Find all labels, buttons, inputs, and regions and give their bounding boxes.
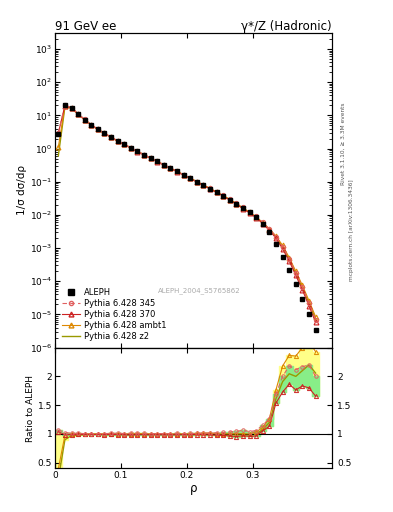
Y-axis label: 1/σ dσ/dρ: 1/σ dσ/dρ [17,165,27,216]
X-axis label: ρ: ρ [190,482,197,495]
Legend: ALEPH, Pythia 6.428 345, Pythia 6.428 370, Pythia 6.428 ambt1, Pythia 6.428 z2: ALEPH, Pythia 6.428 345, Pythia 6.428 37… [59,285,169,344]
Text: 91 GeV ee: 91 GeV ee [55,20,116,33]
Text: γ*/Z (Hadronic): γ*/Z (Hadronic) [241,20,332,33]
Text: mcplots.cern.ch [arXiv:1306.3436]: mcplots.cern.ch [arXiv:1306.3436] [349,180,354,281]
Text: ALEPH_2004_S5765862: ALEPH_2004_S5765862 [158,288,241,294]
Y-axis label: Ratio to ALEPH: Ratio to ALEPH [26,375,35,441]
Text: Rivet 3.1.10, ≥ 3.3M events: Rivet 3.1.10, ≥ 3.3M events [341,102,346,185]
